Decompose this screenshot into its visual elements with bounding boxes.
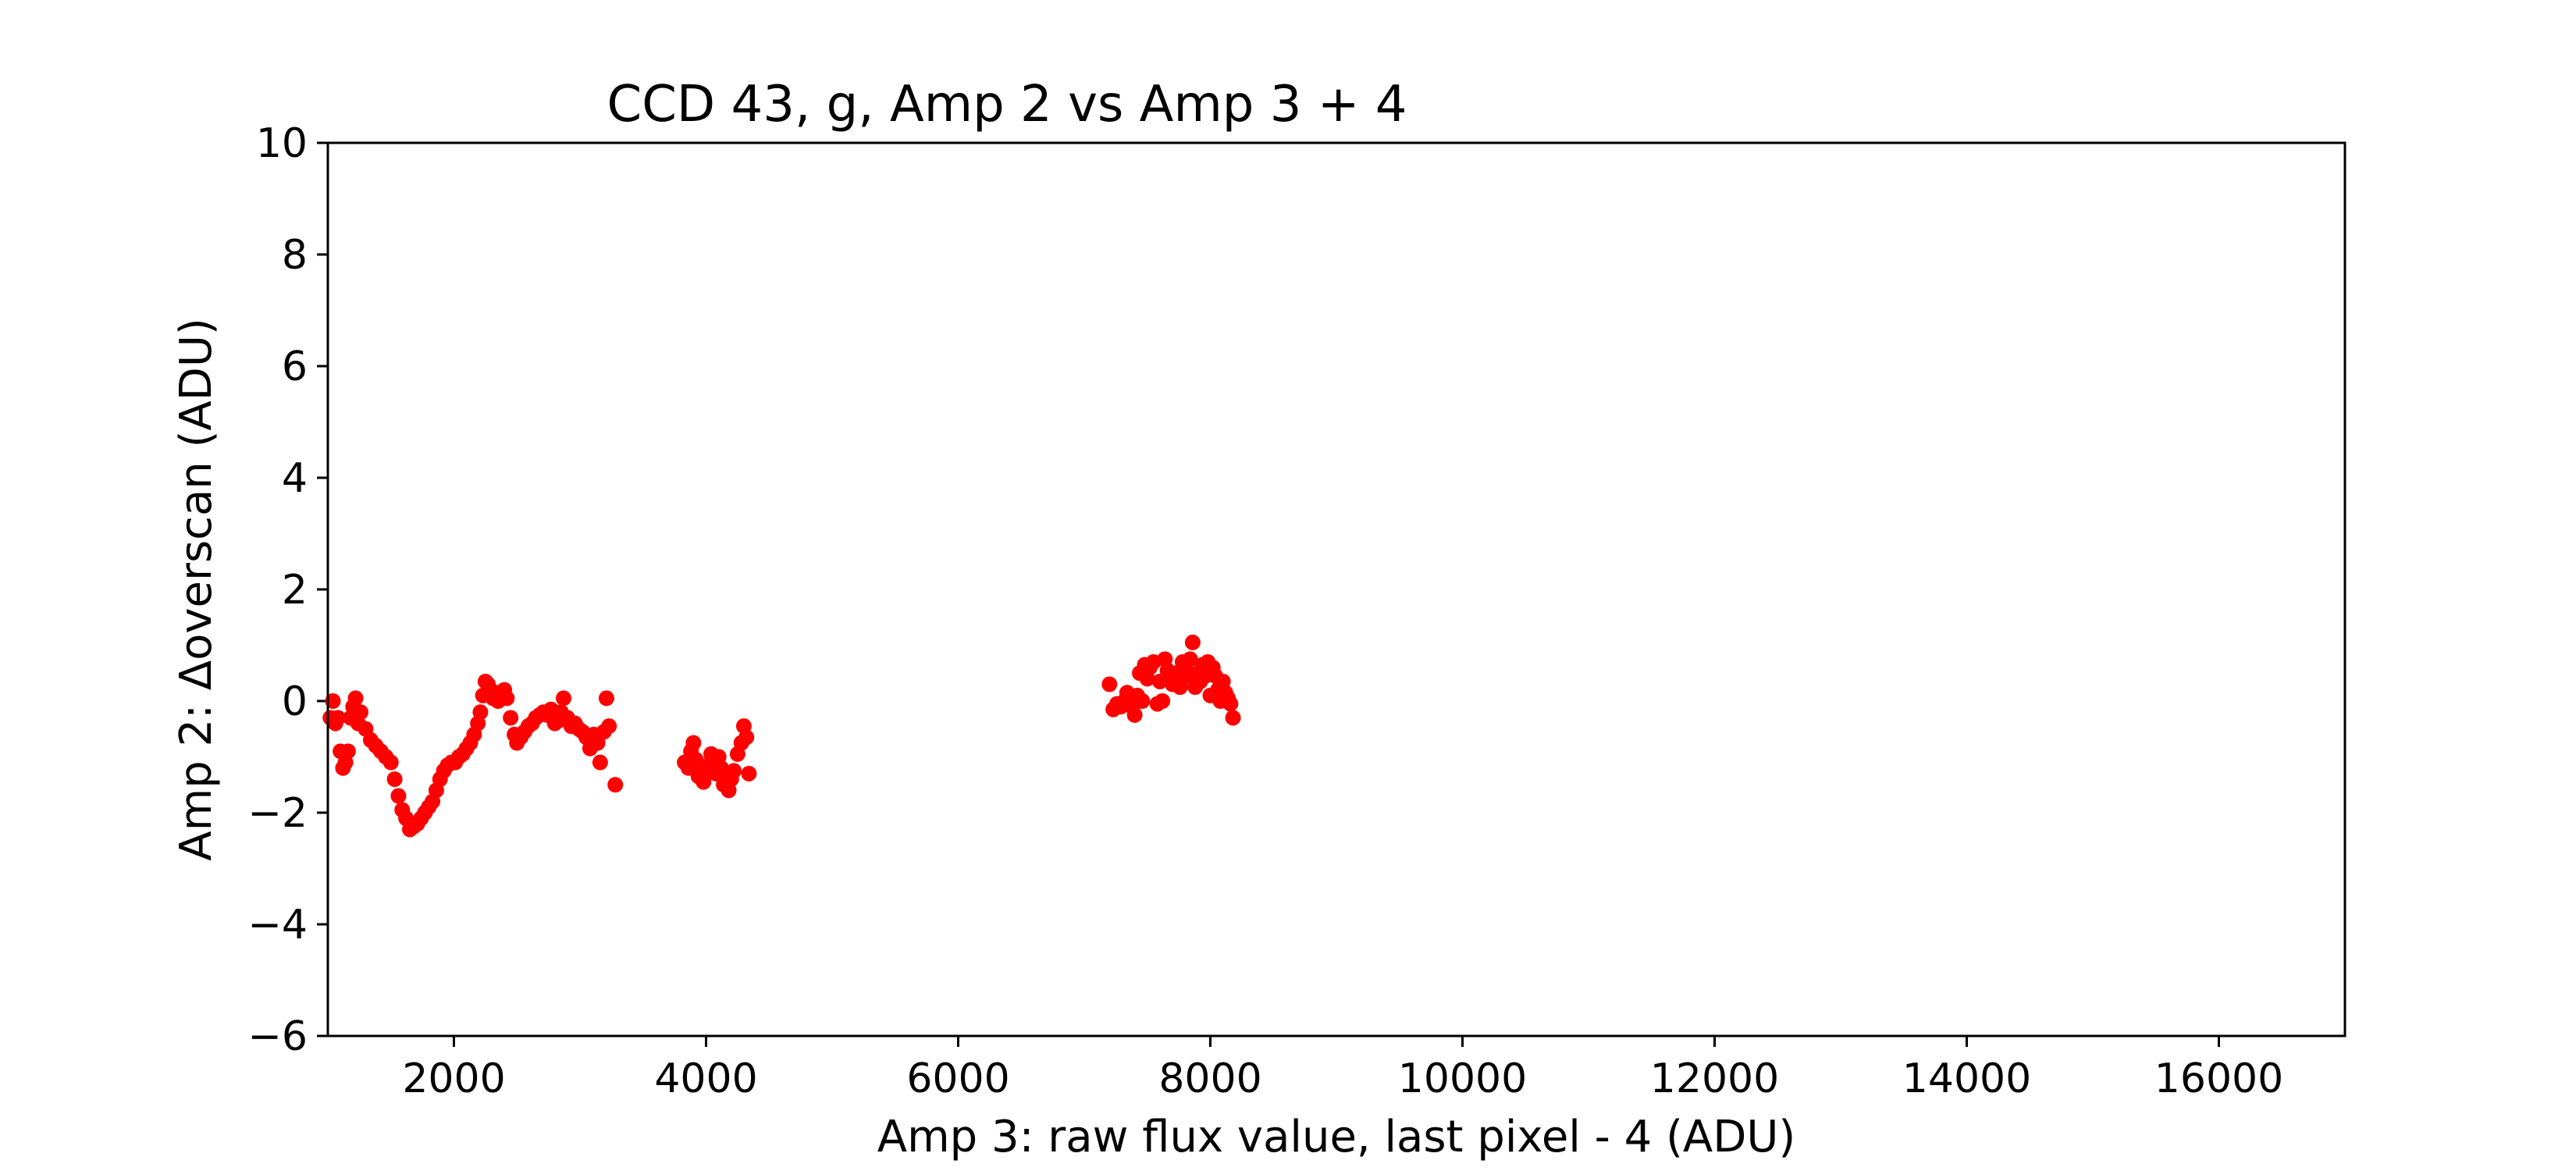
x-tick-label: 6000 (906, 1055, 1009, 1102)
data-point (556, 690, 572, 707)
y-axis: −6 −4 −2 0 2 4 6 8 10 (247, 120, 328, 1060)
data-point (1172, 679, 1188, 696)
y-tick-label: 0 (282, 678, 308, 725)
data-point (390, 788, 407, 804)
y-tick-label: −4 (247, 902, 308, 949)
x-tick-label: 16000 (2154, 1055, 2283, 1102)
data-point (1225, 710, 1241, 726)
x-tick-label: 2000 (402, 1055, 505, 1102)
data-point (340, 743, 356, 760)
x-tick-label: 8000 (1158, 1055, 1261, 1102)
data-point (592, 754, 608, 771)
data-point (726, 763, 742, 779)
data-point (1222, 696, 1239, 712)
data-points (322, 634, 1241, 838)
x-tick-label: 10000 (1398, 1055, 1527, 1102)
y-tick-label: −6 (247, 1013, 308, 1060)
data-point (382, 754, 399, 771)
data-point (1126, 707, 1143, 723)
y-tick-label: −2 (247, 790, 308, 837)
data-point (1155, 693, 1171, 709)
y-tick-label: 4 (282, 455, 308, 502)
data-point (1182, 651, 1198, 667)
data-point (503, 710, 519, 726)
plot-frame (326, 141, 2347, 1038)
data-point (741, 765, 757, 781)
data-point (386, 771, 403, 788)
data-point (738, 729, 755, 746)
data-point (352, 704, 368, 721)
data-point (472, 704, 489, 721)
x-tick-label: 14000 (1902, 1055, 2031, 1102)
x-tick-label: 12000 (1650, 1055, 1779, 1102)
data-point (499, 690, 515, 707)
data-point (1101, 676, 1118, 692)
y-axis-label: Amp 2: Δoverscan (ADU) (171, 318, 222, 860)
y-tick-label: 8 (282, 232, 308, 279)
x-axis: 2000 4000 6000 8000 10000 12000 14000 16000 (402, 1036, 2283, 1102)
y-tick-label: 6 (282, 343, 308, 390)
chart-title: CCD 43, g, Amp 2 vs Amp 3 + 4 (607, 76, 1407, 133)
data-point (347, 690, 364, 707)
data-point (685, 735, 702, 751)
data-point (607, 777, 624, 793)
data-point (598, 690, 614, 707)
x-tick-label: 4000 (654, 1055, 757, 1102)
data-point (601, 718, 617, 735)
x-axis-label: Amp 3: raw flux value, last pixel - 4 (A… (877, 1112, 1795, 1162)
y-tick-label: 2 (282, 567, 308, 614)
data-point (1184, 634, 1201, 650)
y-tick-label: 10 (256, 120, 308, 167)
data-point (1134, 693, 1151, 709)
data-point (329, 710, 346, 726)
